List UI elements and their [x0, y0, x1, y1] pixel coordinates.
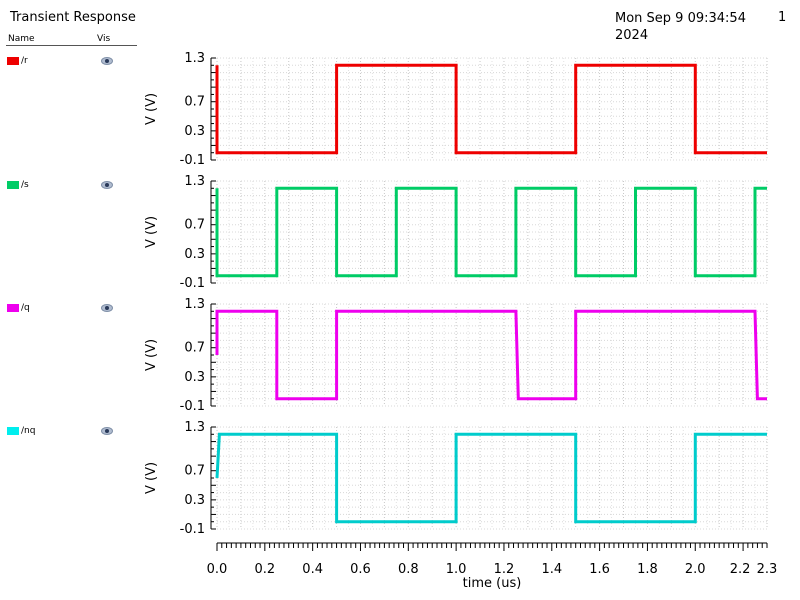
y-tick-label: 0.7	[184, 218, 205, 233]
y-axis-label: V (V)	[144, 216, 159, 248]
legend-label-q: /q	[21, 303, 30, 313]
legend-name-header: Name	[8, 34, 35, 44]
y-tick-label: 0.3	[184, 247, 205, 262]
legend-label-nq: /nq	[21, 426, 36, 436]
series-line-q	[215, 309, 767, 401]
x-tick-label: 1.8	[637, 562, 658, 577]
y-tick-label: -0.1	[180, 153, 205, 168]
legend-vis-header: Vis	[97, 34, 111, 44]
y-tick-label: 0.3	[184, 124, 205, 139]
x-tick-label: 2.3	[757, 562, 778, 577]
chart-title: Transient Response	[10, 10, 136, 25]
legend-divider	[6, 45, 137, 46]
legend-item-r[interactable]: /r	[7, 56, 117, 68]
series-line-s	[215, 186, 767, 278]
y-tick-label: -0.1	[180, 522, 205, 537]
page-number: 1	[778, 10, 787, 25]
timestamp: Mon Sep 9 09:34:54 2024	[615, 11, 746, 43]
legend-item-q[interactable]: /q	[7, 303, 117, 315]
x-tick-label: 2.0	[685, 562, 706, 577]
legend-swatch-q	[7, 304, 19, 312]
legend-label-s: /s	[21, 180, 29, 190]
y-tick-label: 1.3	[184, 51, 205, 66]
y-axis-label: V (V)	[144, 462, 159, 494]
y-tick-label: 1.3	[184, 174, 205, 189]
x-tick-label: 1.0	[446, 562, 467, 577]
panel-1: 1.3 0.7 0.3 -0.1 V (V)	[144, 174, 768, 291]
y-tick-label: -0.1	[180, 399, 205, 414]
x-tick-label: 1.2	[494, 562, 515, 577]
legend-item-nq[interactable]: /nq	[7, 426, 117, 438]
legend-swatch-nq	[7, 427, 19, 435]
x-axis-label: time (us)	[463, 576, 522, 591]
y-tick-label: -0.1	[180, 276, 205, 291]
legend-swatch-r	[7, 57, 19, 65]
panel-0: 1.3 0.7 0.3 -0.1 V (V)	[144, 51, 768, 168]
panel-3: 1.3 0.7 0.3 -0.1 V (V)	[144, 420, 768, 537]
y-tick-label: 0.7	[184, 464, 205, 479]
x-tick-label: 0.0	[207, 562, 228, 577]
series-line-r	[215, 63, 767, 155]
y-axis-label: V (V)	[144, 93, 159, 125]
x-tick-label: 0.6	[350, 562, 371, 577]
x-tick-label: 0.2	[254, 562, 275, 577]
y-tick-label: 0.7	[184, 95, 205, 110]
y-tick-label: 1.3	[184, 420, 205, 435]
y-axis-label: V (V)	[144, 339, 159, 371]
legend-swatch-s	[7, 181, 19, 189]
eye-icon[interactable]	[101, 57, 113, 65]
eye-icon[interactable]	[101, 427, 113, 435]
x-tick-label: 0.8	[398, 562, 419, 577]
x-tick-label: 0.4	[302, 562, 323, 577]
y-tick-label: 1.3	[184, 297, 205, 312]
x-axis: 0.0 0.2 0.4 0.6 0.8 1.0 1.2 1.4 1.6 1.8 2.0 2.2 2.3 t…	[207, 542, 778, 591]
y-tick-label: 0.7	[184, 341, 205, 356]
x-tick-label: 1.4	[541, 562, 562, 577]
eye-icon[interactable]	[101, 181, 113, 189]
legend-item-s[interactable]: /s	[7, 180, 117, 192]
y-tick-label: 0.3	[184, 370, 205, 385]
eye-icon[interactable]	[101, 304, 113, 312]
panel-2: 1.3 0.7 0.3 -0.1 V (V)	[144, 297, 768, 414]
x-tick-label: 2.2	[730, 562, 751, 577]
x-tick-label: 1.6	[589, 562, 610, 577]
series-line-nq	[215, 432, 767, 524]
y-tick-label: 0.3	[184, 493, 205, 508]
legend-label-r: /r	[21, 56, 28, 66]
